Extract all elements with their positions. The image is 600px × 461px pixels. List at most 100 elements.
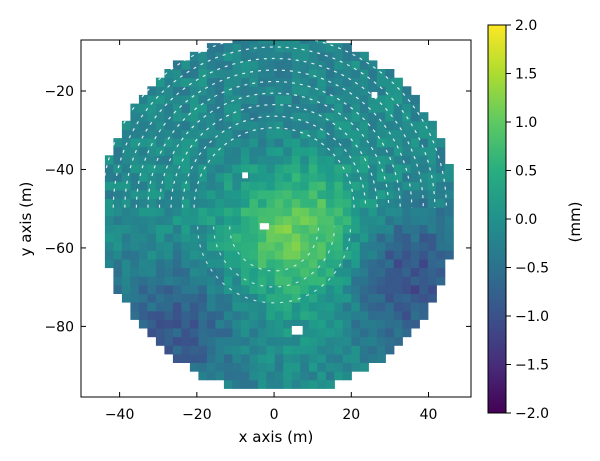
- heatmap-cell: [283, 379, 293, 389]
- x-axis-ticks: −40 −20 0 20 40: [105, 40, 437, 423]
- heatmap-cell: [334, 267, 344, 277]
- heatmap-cell: [351, 328, 361, 338]
- heatmap-cell: [240, 336, 250, 346]
- heatmap-cell: [155, 120, 165, 130]
- heatmap-cell: [181, 103, 191, 113]
- heatmap-cell: [232, 302, 242, 312]
- heatmap-cell: [291, 77, 301, 87]
- heatmap-cell: [291, 267, 301, 277]
- heatmap-cell: [325, 69, 335, 79]
- heatmap-cell: [130, 189, 140, 200]
- heatmap-cell: [419, 215, 429, 225]
- heatmap-cell: [402, 146, 412, 156]
- heatmap-cell: [274, 379, 284, 389]
- heatmap-cell: [189, 120, 199, 130]
- heatmap-cell: [385, 276, 395, 286]
- heatmap-cell: [419, 250, 429, 260]
- heatmap-cell: [138, 103, 148, 113]
- heatmap-cell: [419, 310, 429, 320]
- heatmap-cell: [359, 293, 369, 303]
- y-tick-label: −20: [44, 84, 74, 100]
- heatmap-cell: [249, 328, 259, 338]
- heatmap-cell: [274, 146, 284, 156]
- heatmap-cell: [198, 241, 208, 251]
- heatmap-cell: [385, 103, 395, 113]
- heatmap-cell: [359, 241, 369, 251]
- heatmap-cell: [419, 146, 429, 156]
- heatmap-cell: [198, 86, 208, 96]
- heatmap-cell: [325, 258, 335, 269]
- heatmap-cell: [232, 43, 242, 53]
- heatmap-cell: [138, 267, 148, 277]
- heatmap-cell: [198, 302, 208, 312]
- heatmap-cell: [155, 215, 165, 225]
- heatmap-cell: [189, 112, 199, 122]
- heatmap-cell: [351, 310, 361, 320]
- heatmap-cell: [300, 336, 310, 346]
- heatmap-cell: [308, 224, 318, 234]
- heatmap-cell: [257, 328, 267, 338]
- heatmap-cell: [283, 328, 293, 338]
- heatmap-cell: [181, 302, 191, 312]
- colorbar-label: (mm): [566, 202, 584, 243]
- heatmap-cell: [181, 293, 191, 303]
- heatmap-cell: [113, 198, 123, 208]
- heatmap-cell: [266, 215, 276, 225]
- heatmap-cell: [189, 69, 199, 79]
- heatmap-cell: [376, 198, 386, 208]
- heatmap-cell: [215, 120, 225, 130]
- heatmap-cell: [223, 198, 233, 208]
- heatmap-cell: [164, 146, 174, 156]
- heatmap-cell: [419, 207, 429, 217]
- heatmap-cell: [308, 60, 318, 70]
- heatmap-cell: [308, 198, 318, 208]
- heatmap-cell: [317, 120, 327, 130]
- heatmap-cell: [325, 336, 335, 346]
- heatmap-cell: [172, 94, 182, 105]
- heatmap-cell: [291, 51, 301, 61]
- heatmap-cell: [189, 207, 199, 217]
- heatmap-cell: [206, 302, 216, 312]
- heatmap-cell: [317, 146, 327, 156]
- heatmap-cell: [342, 86, 352, 96]
- heatmap-cell: [215, 103, 225, 113]
- heatmap-cell: [283, 267, 293, 277]
- heatmap-cell: [206, 77, 216, 87]
- heatmap-cell: [257, 103, 267, 113]
- heatmap-cell: [121, 224, 131, 234]
- heatmap-cell: [300, 138, 310, 148]
- heatmap-cell: [257, 86, 267, 96]
- scan-track-arc: [124, 57, 424, 208]
- heatmap-cell: [427, 250, 437, 260]
- heatmap-cell: [198, 353, 208, 363]
- heatmap-cell: [155, 146, 165, 156]
- heatmap-cell: [291, 94, 301, 105]
- heatmap-cell: [130, 250, 140, 260]
- heatmap-cell: [317, 43, 327, 53]
- heatmap-cell: [189, 276, 199, 286]
- heatmap-cell: [138, 207, 148, 217]
- heatmap-cell: [249, 198, 259, 208]
- heatmap-cell: [249, 138, 259, 148]
- heatmap-cell: [232, 103, 242, 113]
- heatmap-cell: [334, 112, 344, 122]
- heatmap-cell: [147, 172, 157, 182]
- heatmap-cell: [342, 302, 352, 312]
- heatmap-cell: [223, 336, 233, 346]
- heatmap-cell: [291, 103, 301, 113]
- heatmap-cell: [266, 241, 276, 251]
- heatmap-cell: [257, 353, 267, 363]
- heatmap-cell: [189, 362, 199, 372]
- heatmap-cell: [393, 120, 403, 130]
- heatmap-cell: [283, 120, 293, 130]
- heatmap-cell: [138, 319, 148, 329]
- heatmap-cell: [342, 250, 352, 260]
- heatmap-cell: [223, 86, 233, 96]
- heatmap-cell: [104, 181, 114, 191]
- heatmap-cell: [240, 353, 250, 363]
- heatmap-cell: [283, 164, 293, 174]
- heatmap-cell: [147, 112, 157, 122]
- heatmap-cell: [249, 215, 259, 225]
- heatmap-cell: [385, 138, 395, 148]
- heatmap-cell: [257, 189, 267, 200]
